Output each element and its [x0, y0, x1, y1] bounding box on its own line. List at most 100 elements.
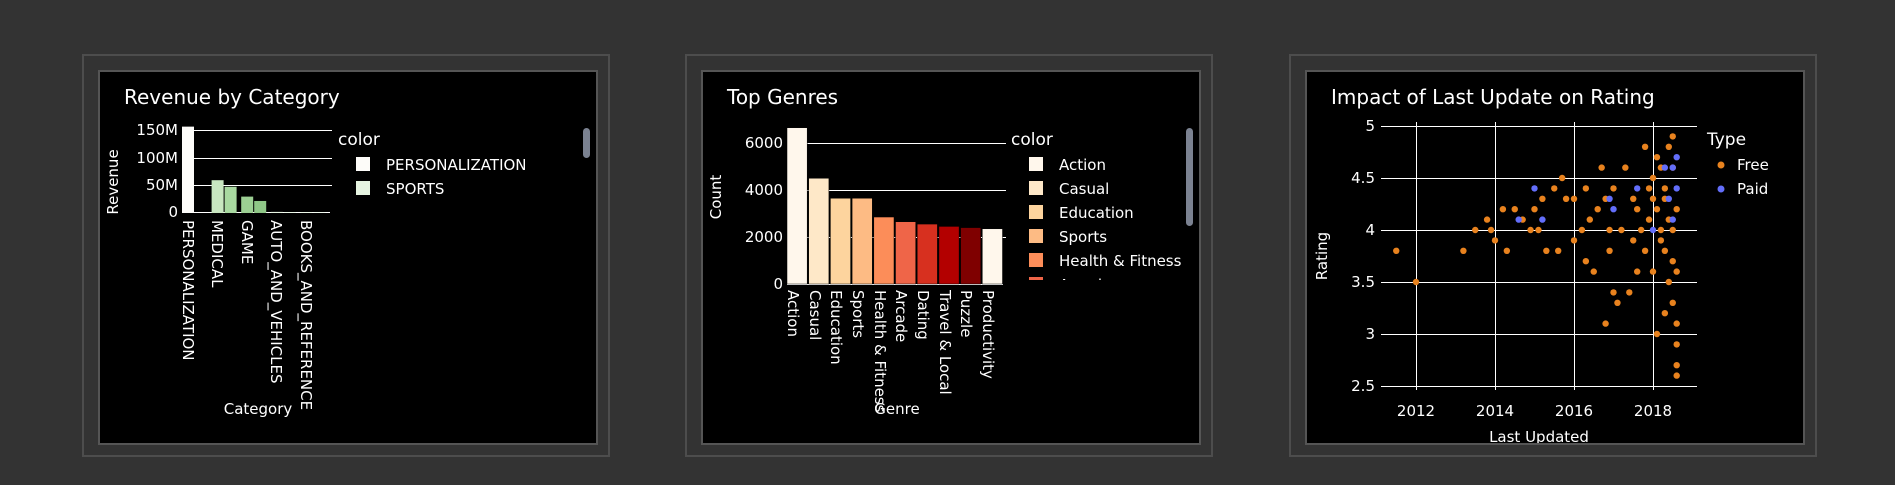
scatter-point-free	[1646, 185, 1652, 191]
legend-clip	[330, 204, 580, 234]
scatter-point-free	[1674, 268, 1680, 274]
scatter-point-free	[1393, 248, 1399, 254]
legend-item-label: Education	[1059, 204, 1134, 222]
scatter-point-free	[1606, 248, 1612, 254]
gridlines	[1381, 122, 1697, 390]
y-tick-labels: 6000 4000 2000 0	[745, 134, 783, 293]
scatter-point-paid	[1610, 206, 1616, 212]
scatter-point-free	[1622, 164, 1628, 170]
chart-title: Revenue by Category	[124, 85, 340, 109]
y-gridlines	[182, 131, 332, 213]
x-tick-label: 2016	[1555, 402, 1593, 420]
scatter-point-paid	[1516, 216, 1522, 222]
legend-title: color	[1011, 130, 1053, 150]
scatter-point-free	[1413, 279, 1419, 285]
scatter-point-free	[1674, 362, 1680, 368]
scatter-point-free	[1551, 185, 1557, 191]
legend-swatch	[1029, 229, 1043, 243]
revenue-bar	[284, 212, 296, 213]
legend: Type Free Paid	[1706, 130, 1769, 198]
chart-title: Impact of Last Update on Rating	[1331, 85, 1655, 109]
x-tick-labels: PERSONALIZATION MEDICAL GAME AUTO_AND_VE…	[179, 220, 315, 410]
scatter-point-free	[1610, 185, 1616, 191]
legend: color Action Casual Education Sports Hea…	[1003, 130, 1183, 310]
scatter-point-free	[1610, 289, 1616, 295]
y-tick-label: 3.5	[1351, 273, 1375, 291]
y-axis-title: Rating	[1313, 232, 1331, 280]
scatter-point-paid	[1666, 196, 1672, 202]
legend-swatches	[1029, 157, 1043, 291]
y-tick-label: 50M	[146, 176, 178, 194]
legend-scrollbar[interactable]	[1186, 128, 1193, 226]
scatter-point-free	[1662, 185, 1668, 191]
y-tick-label: 4	[1365, 221, 1375, 239]
scatter-point-free	[1638, 227, 1644, 233]
scatter-point-free	[1500, 206, 1506, 212]
x-tick-label: GAME	[238, 220, 256, 264]
x-axis-title: Category	[224, 400, 293, 418]
revenue-bar	[241, 197, 253, 213]
scatter-point-paid	[1674, 185, 1680, 191]
legend-swatch	[1029, 157, 1043, 171]
scatter-point-free	[1654, 154, 1660, 160]
chart-top-genres: Top Genres 6000 4000 2000 0 Action Casua…	[701, 70, 1201, 445]
scatter-point-paid	[1539, 216, 1545, 222]
panel-revenue-by-category: Revenue by Category 150M 100M 50M 0 PERS…	[82, 54, 610, 457]
x-tick-label: Casual	[806, 290, 824, 340]
x-tick-labels: Action Casual Education Sports Health & …	[784, 289, 997, 413]
scatter-point-paid	[1670, 164, 1676, 170]
revenue-bar	[225, 187, 237, 213]
chart-update-vs-rating: Impact of Last Update on Rating 5 4.5 4 …	[1305, 70, 1805, 445]
genres-chart-svg: Top Genres 6000 4000 2000 0 Action Casua…	[703, 72, 1199, 443]
scatter-point-free	[1654, 206, 1660, 212]
x-tick-label: Sports	[849, 290, 867, 338]
scatter-point-free	[1504, 248, 1510, 254]
scatter-point-free	[1563, 196, 1569, 202]
genre-bar	[809, 178, 829, 284]
scatter-point-free	[1606, 227, 1612, 233]
y-tick-label: 4000	[745, 181, 783, 199]
y-tick-label: 6000	[745, 134, 783, 152]
scatter-point-free	[1571, 237, 1577, 243]
legend-scrollbar[interactable]	[583, 128, 590, 158]
scatter-point-free	[1670, 133, 1676, 139]
scatter-point-free	[1460, 248, 1466, 254]
scatter-point-free	[1670, 258, 1676, 264]
legend: color PERSONALIZATION SPORTS MEDICAL	[330, 130, 580, 234]
x-tick-label: Dating	[914, 290, 932, 340]
genre-bar	[939, 226, 959, 284]
scatter-point-free	[1559, 175, 1565, 181]
legend-swatch	[356, 157, 370, 171]
revenue-bar	[271, 212, 283, 213]
y-tick-label: 150M	[136, 121, 178, 139]
scatter-point-paid	[1634, 185, 1640, 191]
scatter-point-free	[1587, 216, 1593, 222]
x-tick-label: Arcade	[892, 290, 910, 342]
legend-clip	[1003, 280, 1183, 310]
revenue-bar	[182, 127, 194, 213]
scatter-point-free	[1658, 227, 1664, 233]
scatter-point-free	[1602, 320, 1608, 326]
genre-bar	[874, 217, 894, 284]
genre-bar	[896, 222, 916, 284]
legend-swatch	[1718, 162, 1725, 169]
legend-swatch	[1029, 205, 1043, 219]
scatter-point-free	[1674, 372, 1680, 378]
x-tick-label: Action	[784, 290, 802, 337]
scatter-point-free	[1472, 227, 1478, 233]
scatter-point-paid	[1674, 154, 1680, 160]
scatter-point-free	[1579, 227, 1585, 233]
legend-item-label: Action	[1059, 156, 1106, 174]
y-tick-label: 0	[773, 275, 783, 293]
panel-top-genres: Top Genres 6000 4000 2000 0 Action Casua…	[685, 54, 1213, 457]
legend-swatch	[1029, 181, 1043, 195]
bar-series	[787, 128, 1003, 284]
genre-bar	[830, 198, 850, 284]
scatter-point-free	[1492, 237, 1498, 243]
x-tick-label: Puzzle	[957, 290, 975, 337]
scatter-point-free	[1626, 289, 1632, 295]
x-tick-label: Education	[827, 290, 845, 365]
legend-title: Type	[1706, 130, 1746, 150]
scatter-point-free	[1591, 268, 1597, 274]
genre-bar	[961, 228, 981, 284]
